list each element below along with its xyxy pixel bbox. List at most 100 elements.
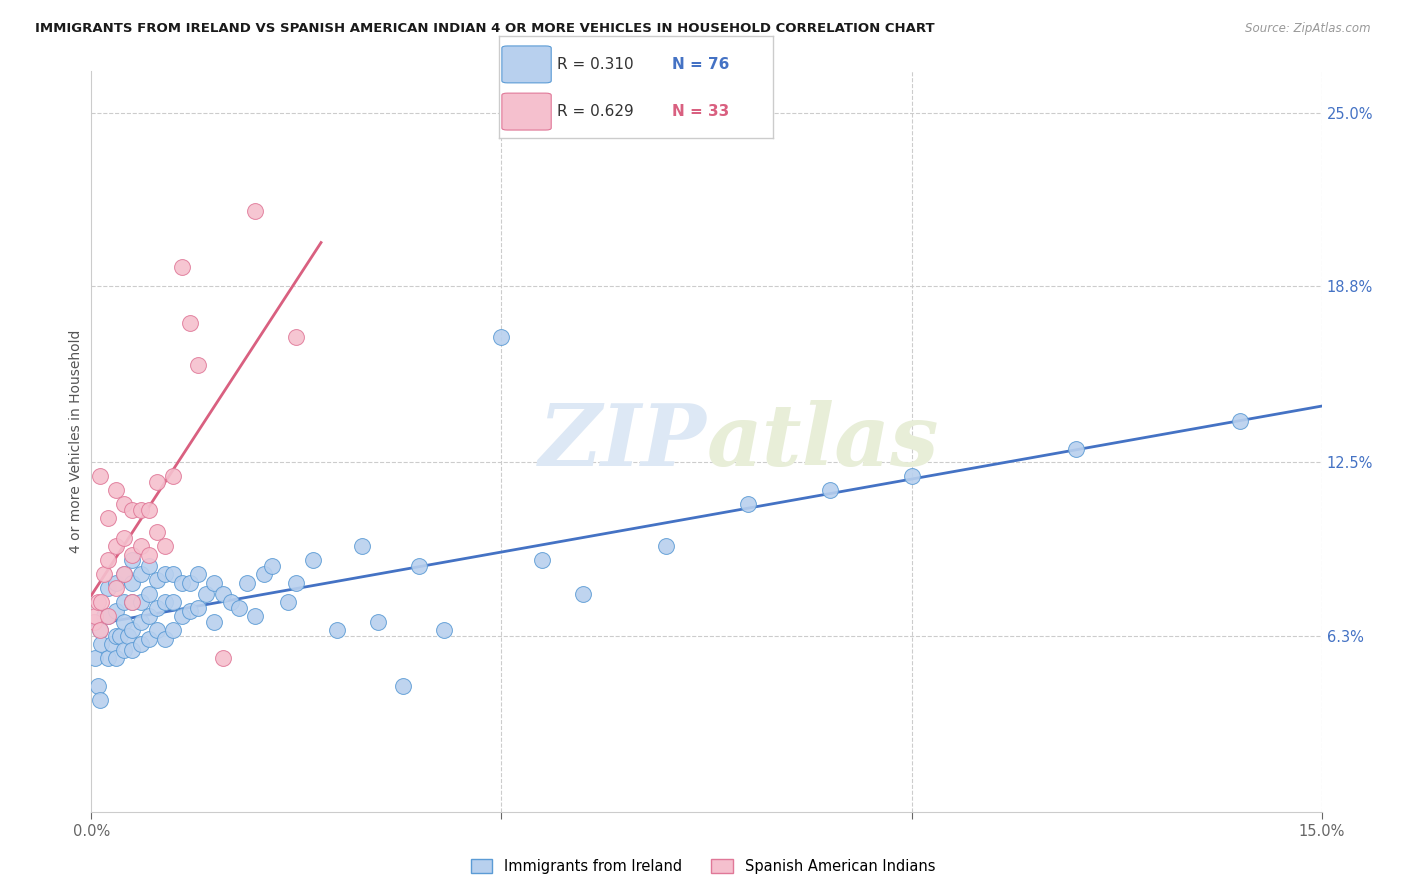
Point (97, 651, 120, 665)
Point (105, 629, 127, 643)
Point (277, 595, 299, 609)
Point (260, 558, 283, 573)
Point (129, 567, 152, 582)
Point (153, 632, 177, 646)
Point (121, 575, 143, 590)
Point (97, 553, 120, 567)
Point (162, 567, 184, 582)
FancyBboxPatch shape (502, 46, 551, 83)
Text: Source: ZipAtlas.com: Source: ZipAtlas.com (1246, 22, 1371, 36)
Point (138, 587, 160, 601)
Point (121, 548, 143, 562)
Point (112, 531, 135, 545)
Point (112, 642, 135, 657)
Point (285, 575, 308, 590)
Point (1064, 442, 1087, 456)
Point (112, 595, 135, 609)
Point (818, 483, 841, 498)
Point (737, 497, 759, 511)
Point (87, 679, 110, 693)
Point (285, 330, 308, 344)
Point (153, 539, 177, 553)
Point (170, 609, 193, 624)
Point (83, 615, 105, 629)
Text: IMMIGRANTS FROM IRELAND VS SPANISH AMERICAN INDIAN 4 OR MORE VEHICLES IN HOUSEHO: IMMIGRANTS FROM IRELAND VS SPANISH AMERI… (35, 22, 935, 36)
Point (146, 525, 169, 540)
Point (93, 567, 115, 582)
Point (228, 600, 250, 615)
Point (112, 567, 135, 582)
Point (105, 539, 127, 553)
Text: ZIP: ZIP (538, 400, 706, 483)
Point (121, 595, 143, 609)
Point (153, 595, 177, 609)
Point (179, 575, 201, 590)
Text: N = 76: N = 76 (672, 57, 730, 72)
Legend: Immigrants from Ireland, Spanish American Indians: Immigrants from Ireland, Spanish America… (465, 854, 941, 880)
Point (202, 575, 225, 590)
Point (84, 609, 107, 624)
Point (162, 469, 184, 483)
Point (105, 483, 127, 498)
Point (408, 558, 430, 573)
Point (153, 567, 177, 582)
Point (93, 609, 115, 624)
Point (219, 595, 242, 609)
Point (129, 539, 152, 553)
Point (108, 629, 131, 643)
Point (121, 595, 143, 609)
Point (112, 567, 135, 582)
Point (138, 609, 160, 624)
Point (1229, 414, 1251, 428)
Point (89, 469, 111, 483)
Point (121, 553, 143, 567)
Text: R = 0.629: R = 0.629 (557, 104, 634, 120)
Text: R = 0.310: R = 0.310 (557, 57, 633, 72)
Point (105, 603, 127, 617)
Point (654, 539, 676, 553)
Point (433, 623, 456, 637)
Point (392, 679, 415, 693)
Y-axis label: 4 or more Vehicles in Household: 4 or more Vehicles in Household (69, 330, 83, 553)
Point (121, 642, 143, 657)
Point (367, 615, 389, 629)
Point (245, 609, 267, 624)
Point (105, 651, 127, 665)
Point (84, 651, 107, 665)
Point (87, 595, 110, 609)
Point (105, 581, 127, 595)
Point (146, 573, 169, 587)
Point (187, 358, 209, 372)
Point (253, 567, 276, 582)
Point (112, 497, 135, 511)
Point (89, 693, 111, 707)
Point (112, 615, 135, 629)
Point (90, 595, 112, 609)
Point (326, 623, 349, 637)
Point (138, 632, 160, 646)
Point (170, 575, 193, 590)
FancyBboxPatch shape (502, 93, 551, 130)
Point (138, 558, 160, 573)
Point (179, 603, 201, 617)
Point (179, 316, 201, 330)
Point (129, 615, 152, 629)
Point (146, 623, 169, 637)
Point (531, 553, 554, 567)
Point (89, 623, 111, 637)
Point (121, 503, 143, 517)
Point (138, 548, 160, 562)
Point (129, 595, 152, 609)
Point (301, 553, 323, 567)
Point (89, 623, 111, 637)
Point (211, 651, 233, 665)
Point (97, 581, 120, 595)
Point (129, 637, 152, 651)
Point (146, 475, 169, 489)
Point (162, 623, 184, 637)
Point (195, 587, 218, 601)
Point (202, 615, 225, 629)
Point (121, 623, 143, 637)
Point (97, 511, 120, 525)
Point (187, 567, 209, 582)
